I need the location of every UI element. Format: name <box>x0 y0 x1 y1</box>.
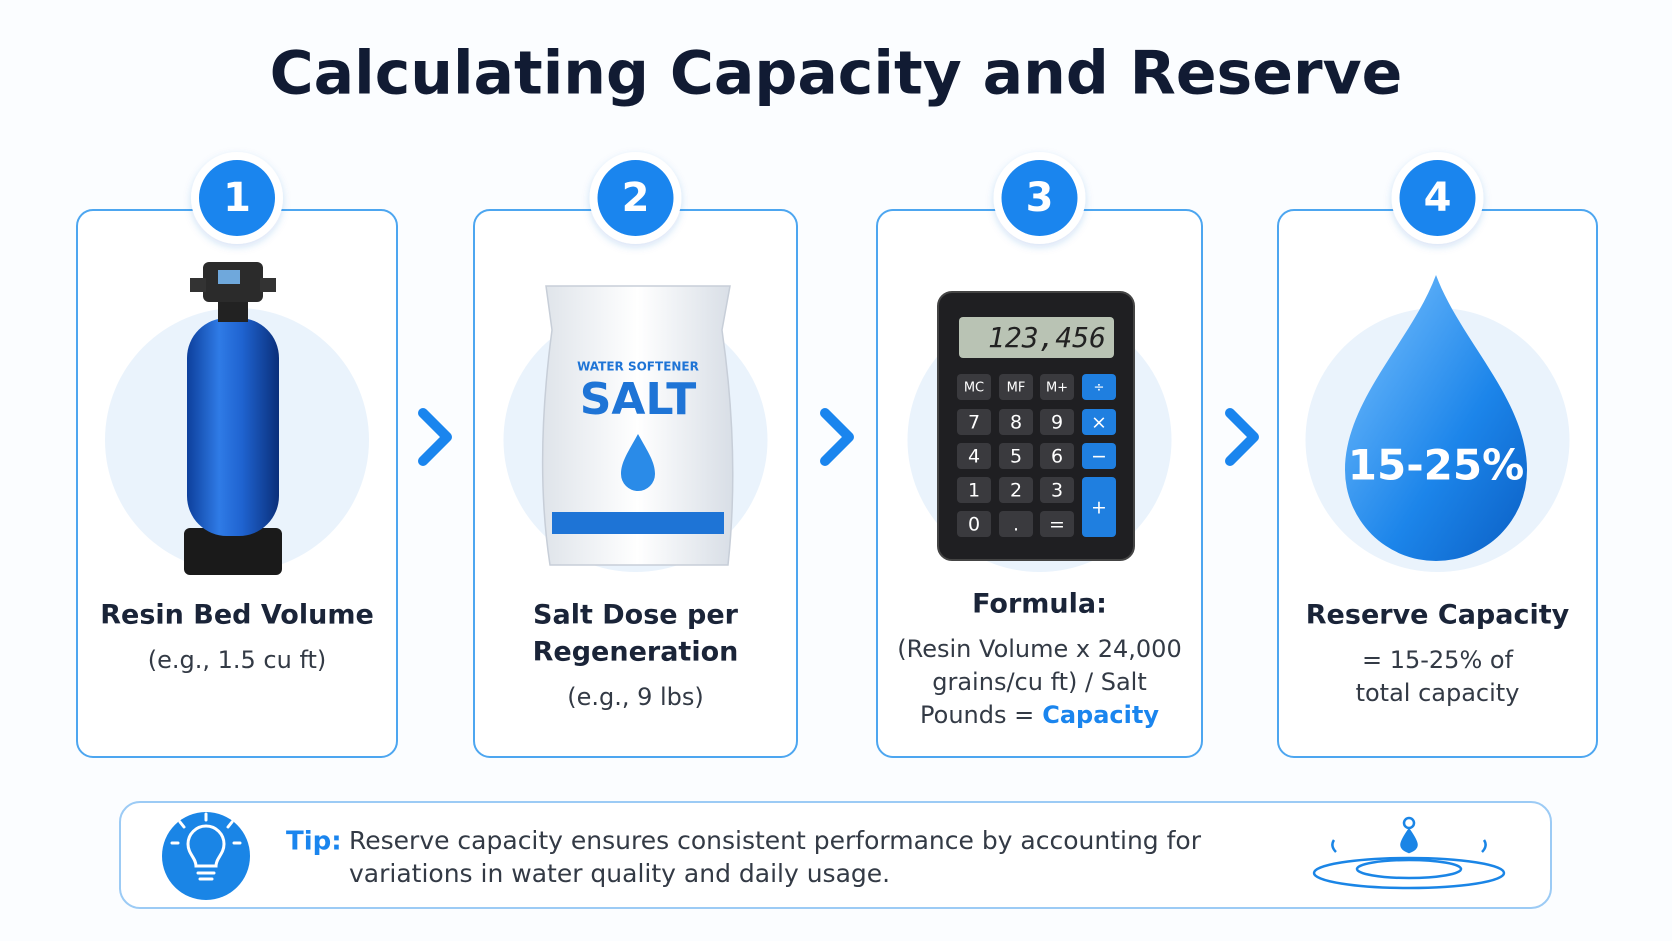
key-label: = <box>1049 514 1065 536</box>
detail-text: grains/cu ft) / Salt <box>932 668 1146 696</box>
calculator-key <box>999 511 1033 537</box>
key-label: 5 <box>1010 446 1022 468</box>
arrow <box>1225 408 1259 466</box>
bag-product: SALT <box>580 374 697 425</box>
calculator-key <box>1082 409 1116 435</box>
key-label: 8 <box>1010 412 1022 434</box>
bag-brand: WATER SOFTENER <box>577 360 699 374</box>
key-label: + <box>1091 497 1107 519</box>
key-label: MC <box>964 381 984 396</box>
control-screen <box>218 270 240 284</box>
step-detail: Pounds = Capacity <box>920 701 1159 729</box>
calculator-display <box>959 317 1114 358</box>
calculator-key <box>1040 511 1074 537</box>
key-label: 6 <box>1051 446 1063 468</box>
bulb-icon <box>170 812 242 881</box>
tip-icon <box>162 812 250 900</box>
calculator-key <box>1040 477 1074 503</box>
calculator-key <box>1040 374 1074 400</box>
key-label: 3 <box>1051 480 1063 502</box>
calculator-key <box>999 443 1033 469</box>
key-label: 2 <box>1010 480 1022 502</box>
detail-text: total capacity <box>1356 679 1520 707</box>
step-badge <box>597 160 674 236</box>
key-label: × <box>1091 412 1107 434</box>
splash-icon <box>1312 816 1506 890</box>
calculator-key <box>957 511 991 537</box>
valve-left <box>190 278 206 292</box>
step-title: Reserve Capacity <box>1306 600 1570 631</box>
key-label: MF <box>1007 381 1026 396</box>
highlight-text: Capacity <box>1042 701 1159 729</box>
key-label: . <box>1013 514 1019 536</box>
softener-tank <box>184 262 282 575</box>
page-title: Calculating Capacity and Reserve <box>270 39 1403 109</box>
calculator-key <box>999 374 1033 400</box>
step-title: Regeneration <box>533 637 739 668</box>
key-label: − <box>1091 446 1107 468</box>
tank-base <box>184 528 282 575</box>
tip-text: variations in water quality and daily us… <box>349 859 890 888</box>
arrow <box>418 408 452 466</box>
tip-box <box>119 801 1552 909</box>
calculator-key <box>957 409 991 435</box>
key-label: 7 <box>968 412 980 434</box>
step-badge <box>1399 160 1476 236</box>
step-number: 2 <box>622 175 650 221</box>
calculator-key <box>999 477 1033 503</box>
detail-text: = 15-25% of <box>1362 646 1514 674</box>
step-title: Formula: <box>972 589 1107 620</box>
step-detail: grains/cu ft) / Salt <box>932 668 1146 696</box>
tank-body <box>187 318 279 536</box>
drop-label: 15-25% <box>1348 441 1524 490</box>
calculator-key <box>1040 443 1074 469</box>
step-badge <box>1001 160 1078 236</box>
key-label: 1 <box>968 480 980 502</box>
bag-stripe <box>552 512 724 534</box>
calculator-key <box>1082 443 1116 469</box>
tip-label: Tip: <box>286 827 342 857</box>
tip-text: Reserve capacity ensures consistent perf… <box>349 826 1202 855</box>
step-number: 4 <box>1424 175 1452 221</box>
key-label: ÷ <box>1094 381 1105 396</box>
calculator-key <box>1040 409 1074 435</box>
calculator-key <box>999 409 1033 435</box>
calculator-key <box>957 477 991 503</box>
detail-text: (Resin Volume x 24,000 <box>897 635 1181 663</box>
step-detail: = 15-25% of <box>1362 646 1514 674</box>
key-label: 4 <box>968 446 980 468</box>
valve-right <box>260 278 276 292</box>
step-detail: total capacity <box>1356 679 1520 707</box>
detail-text: Pounds = <box>920 701 1034 729</box>
calculator-key <box>1082 477 1116 537</box>
step-detail: (e.g., 9 lbs) <box>567 683 704 711</box>
step-number: 1 <box>223 175 251 221</box>
salt-bag <box>542 285 734 566</box>
arrow <box>820 408 854 466</box>
display-value: 123,456 <box>988 321 1106 354</box>
step-title: Salt Dose per <box>533 600 739 631</box>
step-title: Resin Bed Volume <box>100 600 374 631</box>
step-number: 3 <box>1026 175 1054 221</box>
key-label: 0 <box>968 514 980 536</box>
key-label: M+ <box>1046 381 1068 396</box>
step-badge <box>199 160 275 236</box>
calculator-key <box>957 374 991 400</box>
calculator-key <box>957 443 991 469</box>
detail-text: (e.g., 1.5 cu ft) <box>148 646 327 674</box>
detail-text: (e.g., 9 lbs) <box>567 683 704 711</box>
calculator-key <box>1082 374 1116 400</box>
step-detail: (e.g., 1.5 cu ft) <box>148 646 327 674</box>
key-label: 9 <box>1051 412 1063 434</box>
step-detail: (Resin Volume x 24,000 <box>897 635 1181 663</box>
bag-drop <box>621 434 655 491</box>
reserve-drop <box>1345 275 1527 561</box>
